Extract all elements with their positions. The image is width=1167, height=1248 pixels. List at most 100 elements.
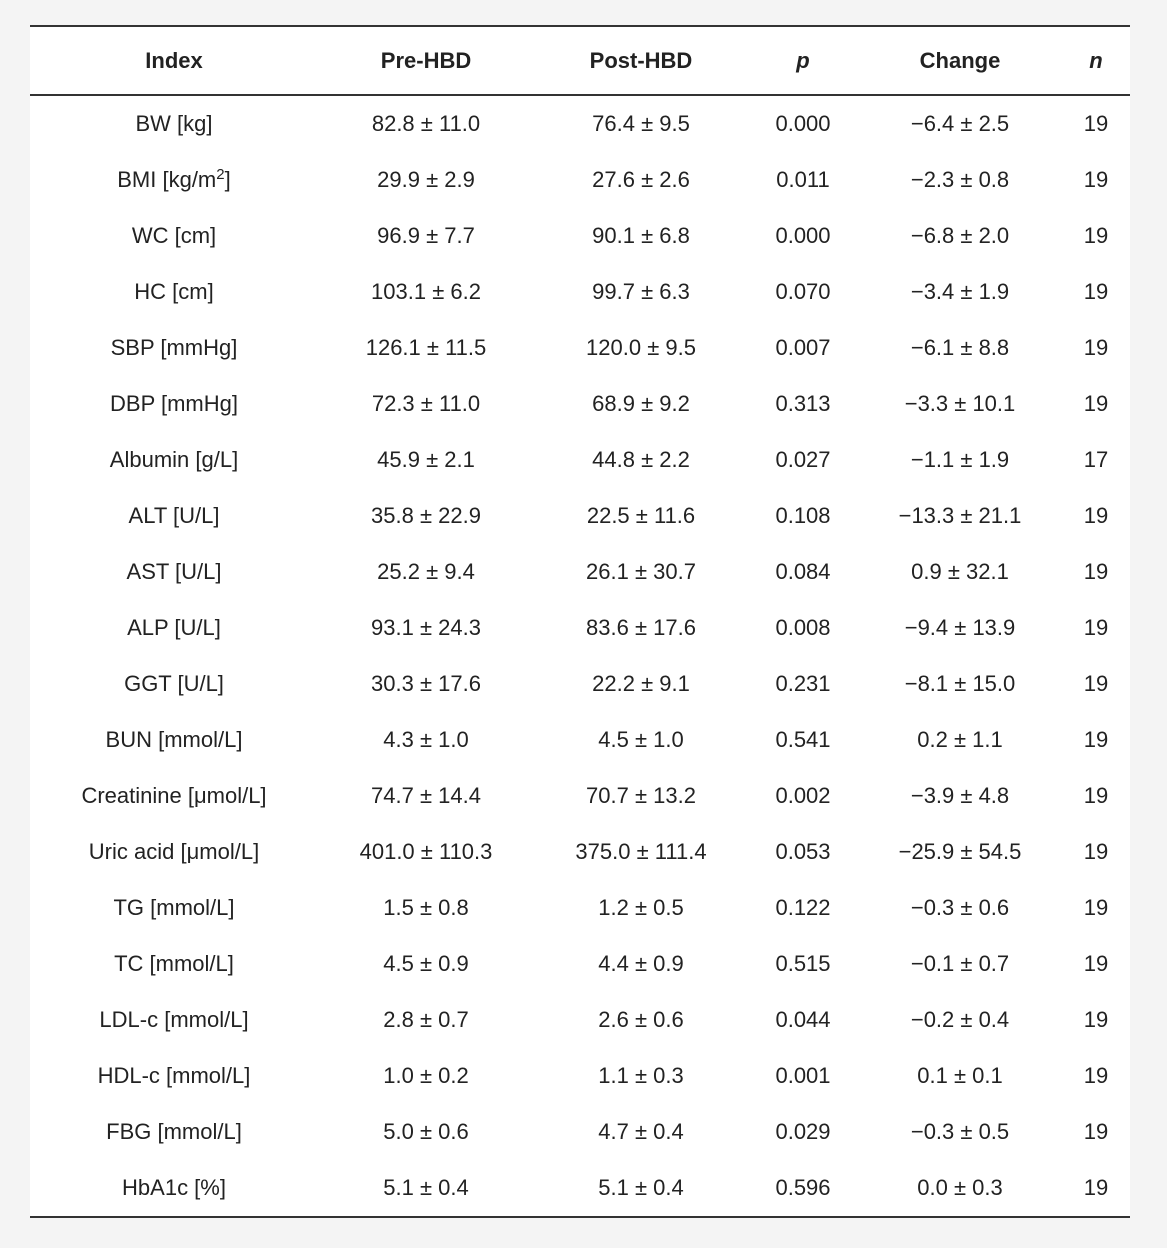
cell-n: 19 <box>1083 335 1109 360</box>
table-row: HC [cm] 103.1 ± 6.2 99.7 ± 6.3 0.070 −3.4 ± … <box>30 264 1130 320</box>
cell-index: DBP [mmHg] <box>30 376 318 432</box>
cell-p-value: 0.029 <box>775 1119 831 1144</box>
cell-change: −6.1 ± 8.8 <box>910 335 1010 360</box>
table-row: BUN [mmol/L] 4.3 ± 1.0 4.5 ± 1.0 0.541 0.2 ±… <box>30 712 1130 768</box>
cell-index: ALT [U/L] <box>30 488 318 544</box>
cell-pre-hbd: 30.3 ± 17.6 <box>371 671 481 696</box>
cell-p-value: 0.231 <box>775 671 831 696</box>
cell-p-value: 0.000 <box>775 111 831 136</box>
index-label: Uric acid [μmol/L] <box>88 839 260 864</box>
index-label: WC [cm] <box>131 223 217 248</box>
cell-post-hbd: 1.2 ± 0.5 <box>598 895 684 920</box>
cell-pre-hbd: 96.9 ± 7.7 <box>377 223 475 248</box>
cell-post-hbd: 90.1 ± 6.8 <box>592 223 690 248</box>
header-p-value: p <box>748 26 858 96</box>
cell-change: −13.3 ± 21.1 <box>898 503 1022 528</box>
cell-pre-hbd: 74.7 ± 14.4 <box>371 783 481 808</box>
cell-pre-hbd: 72.3 ± 11.0 <box>371 391 481 416</box>
cell-change: −0.3 ± 0.6 <box>910 895 1010 920</box>
cell-post-hbd: 2.6 ± 0.6 <box>598 1007 684 1032</box>
cell-change: −6.4 ± 2.5 <box>910 111 1010 136</box>
cell-change: −2.3 ± 0.8 <box>910 167 1010 192</box>
cell-p-value: 0.108 <box>775 503 831 528</box>
cell-post-hbd: 83.6 ± 17.6 <box>586 615 696 640</box>
cell-n: 19 <box>1083 167 1109 192</box>
cell-pre-hbd: 401.0 ± 110.3 <box>359 839 493 864</box>
table-row: ALT [U/L] 35.8 ± 22.9 22.5 ± 11.6 0.108 −13.… <box>30 488 1130 544</box>
cell-pre-hbd: 5.0 ± 0.6 <box>383 1119 469 1144</box>
cell-post-hbd: 26.1 ± 30.7 <box>586 559 696 584</box>
cell-index: SBP [mmHg] <box>30 320 318 376</box>
cell-change: 0.2 ± 1.1 <box>917 727 1003 752</box>
index-label: BW [kg] <box>135 111 213 136</box>
cell-index: HDL-c [mmol/L] <box>30 1048 318 1104</box>
table-row: Uric acid [μmol/L] 401.0 ± 110.3 375.0 ± 1… <box>30 824 1130 880</box>
cell-p-value: 0.008 <box>775 615 831 640</box>
cell-index: GGT [U/L] <box>30 656 318 712</box>
cell-n: 19 <box>1083 223 1109 248</box>
cell-change: −3.4 ± 1.9 <box>910 279 1010 304</box>
cell-n: 19 <box>1083 895 1109 920</box>
table-body: BW [kg] 82.8 ± 11.0 76.4 ± 9.5 0.000 −6.4 ± … <box>30 95 1130 1217</box>
cell-index: BUN [mmol/L] <box>30 712 318 768</box>
cell-n: 19 <box>1083 559 1109 584</box>
cell-n: 19 <box>1083 615 1109 640</box>
cell-pre-hbd: 29.9 ± 2.9 <box>377 167 475 192</box>
index-label: FBG [mmol/L] <box>106 1119 242 1144</box>
cell-post-hbd: 4.5 ± 1.0 <box>598 727 684 752</box>
cell-n: 19 <box>1083 671 1109 696</box>
cell-p-value: 0.541 <box>775 727 831 752</box>
cell-p-value: 0.002 <box>775 783 831 808</box>
cell-index: BW [kg] <box>30 95 318 152</box>
cell-post-hbd: 4.7 ± 0.4 <box>598 1119 684 1144</box>
header-change: Change <box>858 26 1062 96</box>
cell-p-value: 0.313 <box>775 391 831 416</box>
cell-change: −3.9 ± 4.8 <box>910 783 1010 808</box>
cell-pre-hbd: 25.2 ± 9.4 <box>377 559 475 584</box>
index-label: SBP [mmHg] <box>110 335 238 360</box>
cell-post-hbd: 99.7 ± 6.3 <box>592 279 690 304</box>
cell-n: 19 <box>1083 1063 1109 1088</box>
table-row: WC [cm] 96.9 ± 7.7 90.1 ± 6.8 0.000 −6.8 ± 2… <box>30 208 1130 264</box>
cell-change: −6.8 ± 2.0 <box>910 223 1010 248</box>
cell-n: 19 <box>1083 111 1109 136</box>
table-row: GGT [U/L] 30.3 ± 17.6 22.2 ± 9.1 0.231 −8.1 … <box>30 656 1130 712</box>
index-label: TG [mmol/L] <box>113 895 235 920</box>
cell-index: TG [mmol/L] <box>30 880 318 936</box>
header-pre-hbd: Pre-HBD <box>318 26 534 96</box>
cell-post-hbd: 22.5 ± 11.6 <box>586 503 696 528</box>
cell-index: HC [cm] <box>30 264 318 320</box>
table-row: Creatinine [μmol/L] 74.7 ± 14.4 70.7 ± 13.… <box>30 768 1130 824</box>
cell-post-hbd: 1.1 ± 0.3 <box>598 1063 684 1088</box>
index-label: Creatinine [μmol/L] <box>81 783 267 808</box>
cell-p-value: 0.515 <box>775 951 831 976</box>
index-label: LDL-c [mmol/L] <box>99 1007 249 1032</box>
table-row: Albumin [g/L] 45.9 ± 2.1 44.8 ± 2.2 0.027 −1… <box>30 432 1130 488</box>
header-index: Index <box>30 26 318 96</box>
index-label: ALT [U/L] <box>128 503 220 528</box>
cell-index: HbA1c [%] <box>30 1160 318 1217</box>
table-row: FBG [mmol/L] 5.0 ± 0.6 4.7 ± 0.4 0.029 −0.3 … <box>30 1104 1130 1160</box>
index-label: GGT [U/L] <box>124 671 224 696</box>
cell-change: −1.1 ± 1.9 <box>910 447 1010 472</box>
cell-change: −25.9 ± 54.5 <box>898 839 1022 864</box>
index-label: TC [mmol/L] <box>114 951 234 976</box>
cell-index: Albumin [g/L] <box>30 432 318 488</box>
cell-index: WC [cm] <box>30 208 318 264</box>
cell-post-hbd: 5.1 ± 0.4 <box>598 1175 684 1200</box>
cell-pre-hbd: 2.8 ± 0.7 <box>383 1007 469 1032</box>
cell-p-value: 0.000 <box>775 223 831 248</box>
cell-change: −3.3 ± 10.1 <box>904 391 1016 416</box>
cell-p-value: 0.027 <box>775 447 831 472</box>
table-row: TC [mmol/L] 4.5 ± 0.9 4.4 ± 0.9 0.515 −0.1 ±… <box>30 936 1130 992</box>
header-row: Index Pre-HBD Post-HBD p Change n <box>30 26 1130 96</box>
cell-pre-hbd: 4.5 ± 0.9 <box>383 951 469 976</box>
data-table-container: Index Pre-HBD Post-HBD p Change n BW [kg… <box>30 25 1130 1218</box>
index-label: BMI [kg/m <box>117 167 217 192</box>
cell-index: AST [U/L] <box>30 544 318 600</box>
cell-index: Creatinine [μmol/L] <box>30 768 318 824</box>
index-label: HC [cm] <box>134 279 214 304</box>
cell-change: 0.9 ± 32.1 <box>911 559 1009 584</box>
cell-p-value: 0.084 <box>775 559 831 584</box>
cell-n: 19 <box>1083 951 1109 976</box>
